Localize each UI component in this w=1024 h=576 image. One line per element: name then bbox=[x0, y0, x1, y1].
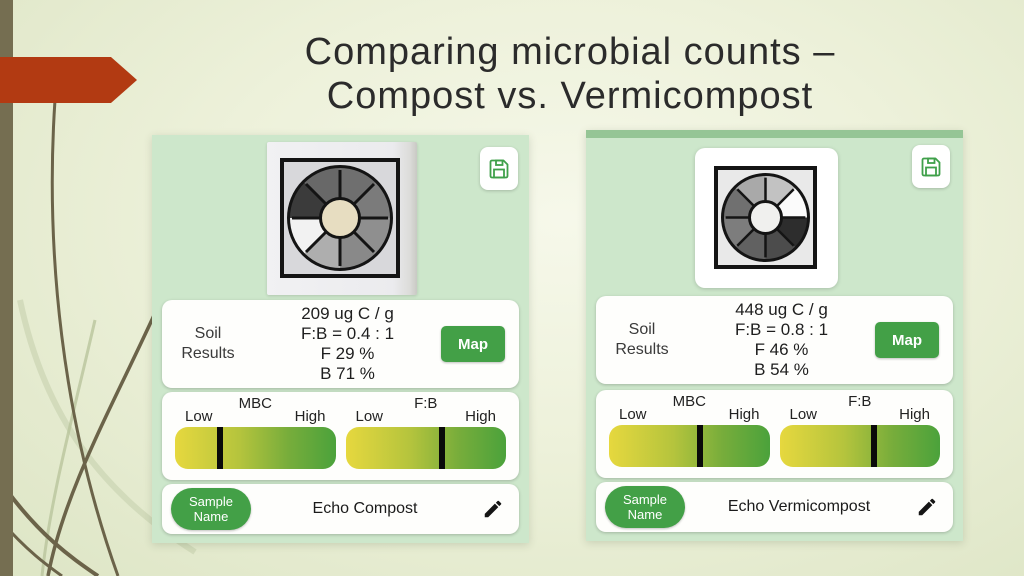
mbc-value: 448 ug C / g bbox=[735, 300, 828, 319]
slide-title-line1: Comparing microbial counts – bbox=[304, 31, 836, 73]
fb-gauge-marker bbox=[871, 425, 878, 467]
map-button[interactable]: Map bbox=[441, 326, 505, 362]
sample-name-value: Echo Vermicompost bbox=[727, 498, 871, 515]
high-label: High bbox=[728, 406, 760, 423]
mbc-gauge-bar bbox=[175, 427, 336, 469]
color-wheel-card bbox=[280, 158, 400, 278]
low-label: Low bbox=[355, 408, 384, 425]
soil-results-card: Soil Results 448 ug C / g F:B = 0.8 : 1 … bbox=[596, 296, 953, 384]
bacteria-percent: B 54 % bbox=[754, 360, 809, 379]
wheel-center-sample bbox=[319, 197, 361, 239]
high-label: High bbox=[899, 406, 930, 423]
wheel-center-sample bbox=[748, 200, 783, 235]
mbc-gauge-marker bbox=[216, 427, 223, 469]
color-wheel-card bbox=[714, 166, 817, 269]
high-label: High bbox=[294, 408, 326, 425]
color-wheel bbox=[287, 165, 393, 271]
pencil-icon bbox=[918, 498, 936, 516]
map-button[interactable]: Map bbox=[875, 322, 939, 358]
fb-gauge: F:B Low High bbox=[775, 393, 946, 478]
gauges-card: MBC Low High F:B Low High bbox=[162, 392, 519, 480]
save-button[interactable] bbox=[912, 145, 950, 188]
pencil-icon bbox=[484, 500, 502, 518]
vermicompost-app-panel: Soil Results 448 ug C / g F:B = 0.8 : 1 … bbox=[586, 130, 963, 541]
sample-name-badge: Sample Name bbox=[171, 488, 251, 530]
soil-results-label: Soil Results bbox=[615, 321, 669, 358]
fb-ratio-value: F:B = 0.8 : 1 bbox=[734, 320, 829, 339]
compost-app-panel: Soil Results 209 ug C / g F:B = 0.4 : 1 … bbox=[152, 135, 529, 543]
soil-results-values: 448 ug C / g F:B = 0.8 : 1 F 46 % B 54 % bbox=[688, 300, 875, 380]
mbc-gauge-marker bbox=[697, 425, 704, 467]
mbc-gauge: MBC Low High bbox=[604, 393, 775, 478]
bacteria-percent: B 71 % bbox=[320, 364, 375, 383]
edit-sample-name-button[interactable] bbox=[479, 495, 507, 523]
high-label: High bbox=[465, 408, 496, 425]
floppy-disk-icon bbox=[921, 157, 941, 176]
sample-name-value: Echo Compost bbox=[312, 500, 418, 517]
mbc-gauge-bar bbox=[609, 425, 770, 467]
low-label: Low bbox=[185, 408, 213, 425]
save-button[interactable] bbox=[480, 147, 518, 190]
sample-name-card: Sample Name Echo Compost bbox=[162, 484, 519, 534]
fungi-percent: F 46 % bbox=[754, 340, 809, 359]
vermicompost-sample-photo bbox=[695, 148, 838, 288]
gauges-card: MBC Low High F:B Low High bbox=[596, 390, 953, 478]
sample-name-card: Sample Name Echo Vermicompost bbox=[596, 482, 953, 532]
compost-sample-photo bbox=[267, 142, 417, 295]
fb-gauge-bar bbox=[779, 425, 940, 467]
fb-ratio-value: F:B = 0.4 : 1 bbox=[300, 324, 395, 343]
fb-gauge: F:B Low High bbox=[341, 395, 512, 480]
red-arrow-decoration bbox=[0, 57, 137, 103]
mbc-value: 209 ug C / g bbox=[301, 304, 394, 323]
left-olive-stripe-decoration bbox=[0, 0, 13, 576]
floppy-disk-icon bbox=[489, 159, 509, 178]
edit-sample-name-button[interactable] bbox=[913, 493, 941, 521]
mbc-gauge: MBC Low High bbox=[170, 395, 341, 480]
fb-gauge-bar bbox=[345, 427, 506, 469]
low-label: Low bbox=[789, 406, 818, 423]
soil-results-values: 209 ug C / g F:B = 0.4 : 1 F 29 % B 71 % bbox=[254, 304, 441, 384]
slide-title: Comparing microbial counts – Compost vs.… bbox=[140, 30, 1000, 118]
slide-title-line2: Compost vs. Vermicompost bbox=[326, 75, 814, 118]
soil-results-label: Soil Results bbox=[181, 325, 235, 362]
fb-gauge-marker bbox=[438, 427, 445, 469]
fungi-percent: F 29 % bbox=[320, 344, 375, 363]
panel-top-bar bbox=[586, 130, 963, 138]
low-label: Low bbox=[619, 406, 647, 423]
sample-name-badge: Sample Name bbox=[605, 486, 685, 528]
color-wheel bbox=[721, 173, 810, 262]
soil-results-card: Soil Results 209 ug C / g F:B = 0.4 : 1 … bbox=[162, 300, 519, 388]
